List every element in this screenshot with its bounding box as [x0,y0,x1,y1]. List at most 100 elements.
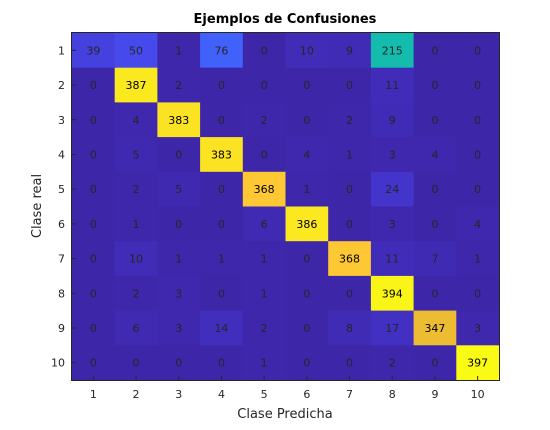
heatmap-cell-label: 0 [303,114,310,127]
heatmap-cell [456,345,500,381]
heatmap-cell [242,171,286,207]
heatmap-cell-label: 0 [90,218,97,231]
heatmap-cell [370,241,415,277]
heatmap-cell [72,241,116,277]
heatmap-cell [114,206,158,242]
x-tick-label: 2 [133,388,140,401]
heatmap-cell [456,310,500,346]
heatmap-cell-label: 1 [261,253,268,266]
heatmap-cell [370,102,415,138]
heatmap-cell-label: 14 [214,322,228,335]
heatmap-cell [413,345,457,381]
heatmap-cell [72,310,116,346]
x-tick-label: 3 [175,388,182,401]
heatmap-cell [285,241,329,277]
heatmap-cell-label: 0 [346,218,353,231]
heatmap-cell [413,102,457,138]
heatmap-cell [72,206,116,242]
heatmap-cell-label: 0 [90,287,97,300]
chart-title: Ejemplos de Confusiones [194,12,377,27]
heatmap-cell-label: 2 [389,357,396,370]
heatmap-cell [370,206,415,242]
plot-border [71,32,500,381]
heatmap-cell [157,33,201,69]
heatmap-cell [200,275,244,312]
heatmap-cell [72,171,116,207]
heatmap-cell [200,310,244,346]
heatmap-cell-label: 1 [346,148,353,161]
heatmap-cell-label: 0 [90,79,97,92]
heatmap-cell [328,67,372,103]
heatmap-cell [456,33,500,69]
heatmap-cell-label: 4 [474,218,481,231]
heatmap-cell [285,345,329,381]
heatmap-cell [157,102,201,138]
heatmap-cell [285,275,329,312]
heatmap-cell-label: 1 [133,218,140,231]
heatmap-cell-label: 0 [90,322,97,335]
heatmap-cell-label: 17 [385,322,399,335]
heatmap-cell-label: 24 [385,183,399,196]
heatmap-cell [242,33,286,69]
heatmap-cell [370,310,415,346]
heatmap-cell [413,171,457,207]
heatmap-cell [157,241,201,277]
y-tick-label: 2 [58,79,65,92]
heatmap-cell [72,33,116,69]
heatmap-cell [328,310,372,346]
x-tick-label: 8 [389,388,396,401]
heatmap-cell [157,275,201,312]
heatmap-cell [328,171,372,207]
y-tick-label: 3 [58,114,65,127]
heatmap-cell-label: 4 [303,148,310,161]
x-axis-label: Clase Predicha [237,407,332,422]
x-tick-label: 4 [218,388,225,401]
heatmap-cell-label: 0 [175,218,182,231]
heatmap-cell-label: 3 [389,218,396,231]
heatmap-cell [328,102,372,138]
heatmap-cell [413,67,457,103]
x-tick-label: 6 [303,388,310,401]
heatmap-cell-label: 386 [296,218,317,231]
y-tick-label: 7 [58,253,65,266]
heatmap-cell-label: 11 [385,253,399,266]
heatmap-cell-label: 0 [218,114,225,127]
heatmap-cell-label: 9 [389,114,396,127]
x-tick-label: 10 [471,388,485,401]
heatmap-cell [456,137,500,173]
heatmap-cell-label: 2 [261,114,268,127]
heatmap-cell [200,345,244,381]
heatmap-cell-label: 0 [303,79,310,92]
heatmap-cell [285,206,329,242]
heatmap-cell [72,345,116,381]
heatmap-cell [285,171,329,207]
heatmap-cell [370,171,415,207]
heatmap-cell [456,67,500,103]
heatmap-cell-label: 9 [346,44,353,57]
y-tick-label: 8 [58,287,65,300]
heatmap-cell [157,310,201,346]
heatmap-cell-label: 368 [339,253,360,266]
heatmap-cell-label: 0 [90,148,97,161]
heatmap-cell-label: 2 [133,183,140,196]
heatmap-cell [200,33,244,69]
heatmap-cell-label: 4 [133,114,140,127]
heatmap-cell-label: 5 [133,148,140,161]
heatmap-cell [285,67,329,103]
heatmap-cell-label: 0 [90,183,97,196]
x-tick-label: 7 [346,388,353,401]
heatmap-cell-label: 0 [90,114,97,127]
heatmap-cell-label: 0 [90,357,97,370]
heatmap-cell-label: 215 [382,44,403,57]
heatmap-cell-label: 1 [175,253,182,266]
heatmap-cell [200,171,244,207]
heatmap-cell [328,241,372,277]
heatmap-cell-label: 10 [300,44,314,57]
heatmap-cell-label: 0 [431,183,438,196]
heatmap-cell [370,33,415,69]
heatmap-cell-label: 8 [346,322,353,335]
heatmap-cell [456,171,500,207]
heatmap-cell-label: 0 [218,79,225,92]
